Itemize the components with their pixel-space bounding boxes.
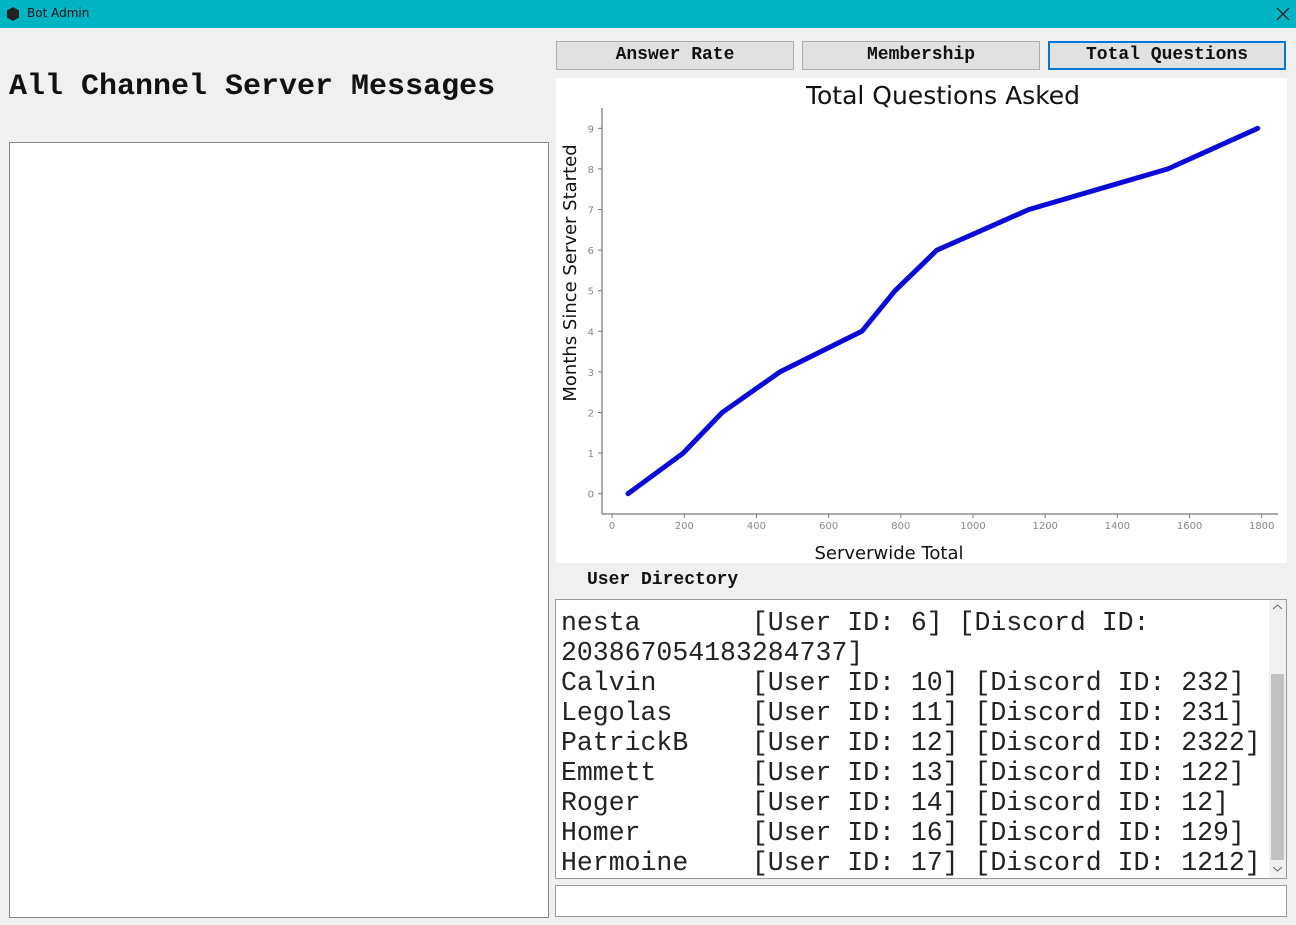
x-tick-label: 1000: [960, 521, 985, 532]
y-tick-label: 9: [588, 124, 594, 135]
directory-row: Homer [User ID: 16] [Discord ID: 129]: [561, 818, 1245, 848]
y-tick-label: 4: [588, 327, 594, 338]
y-tick-label: 3: [588, 368, 594, 379]
x-tick-label: 800: [891, 521, 910, 532]
directory-row: nesta [User ID: 6] [Discord ID: 20386705…: [561, 608, 1166, 668]
directory-row: Emmett [User ID: 13] [Discord ID: 122]: [561, 758, 1245, 788]
messages-heading: All Channel Server Messages: [9, 70, 496, 104]
directory-row: Calvin [User ID: 10] [Discord ID: 232]: [561, 668, 1245, 698]
directory-label: User Directory: [587, 570, 739, 590]
tab-button[interactable]: Membership: [802, 41, 1040, 70]
chart: Total Questions Asked 0 1 2 3 4 5 6 7 8 9 0 200 400 60…: [560, 81, 1278, 564]
tab-button[interactable]: Answer Rate: [556, 41, 794, 70]
x-tick-label: 1200: [1032, 521, 1057, 532]
directory-list[interactable]: nesta [User ID: 6] [Discord ID: 20386705…: [555, 599, 1287, 879]
directory-row: Hermoine [User ID: 17] [Discord ID: 1212…: [561, 848, 1261, 878]
directory-row: Legolas [User ID: 11] [Discord ID: 231]: [561, 698, 1245, 728]
scroll-thumb[interactable]: [1271, 674, 1284, 860]
messages-box[interactable]: [9, 142, 549, 918]
chart-title: Total Questions Asked: [805, 81, 1080, 110]
app-icon: [7, 7, 19, 21]
directory-row: PatrickB [User ID: 12] [Discord ID: 2322…: [561, 728, 1261, 758]
scroll-down[interactable]: [1273, 866, 1282, 872]
data-line: [625, 125, 1261, 497]
y-tick-label: 0: [588, 490, 594, 501]
x-axis-label: Serverwide Total: [814, 543, 963, 563]
x-tick-label: 200: [675, 521, 694, 532]
x-tick-label: 1600: [1177, 521, 1202, 532]
y-tick-label: 7: [588, 206, 594, 217]
title-bar: Bot Admin: [0, 0, 1296, 28]
x-tick-label: 0: [609, 521, 615, 532]
x-tick-label: 1400: [1105, 521, 1130, 532]
y-tick-label: 6: [588, 246, 594, 257]
x-tick-label: 600: [819, 521, 838, 532]
close-button[interactable]: [1276, 7, 1290, 21]
x-tick-label: 400: [747, 521, 766, 532]
directory-rows: nesta [User ID: 6] [Discord ID: 20386705…: [561, 608, 1269, 878]
y-tick-label: 2: [588, 409, 594, 420]
tab-button[interactable]: Total Questions: [1048, 41, 1286, 70]
scrollbar[interactable]: [1269, 600, 1286, 878]
y-axis-label: Months Since Server Started: [560, 144, 581, 401]
y-tick-label: 5: [588, 287, 594, 298]
text-input[interactable]: [555, 885, 1287, 917]
directory-row: Roger [User ID: 14] [Discord ID: 12]: [561, 788, 1229, 818]
y-tick-label: 8: [588, 165, 594, 176]
chart-panel: Total Questions Asked 0 1 2 3 4 5 6 7 8 9 0 200 400 60…: [556, 78, 1287, 564]
x-tick-label: 1800: [1249, 521, 1274, 532]
scroll-up[interactable]: [1273, 604, 1282, 610]
window-title: Bot Admin: [27, 6, 90, 20]
y-tick-label: 1: [588, 449, 594, 460]
